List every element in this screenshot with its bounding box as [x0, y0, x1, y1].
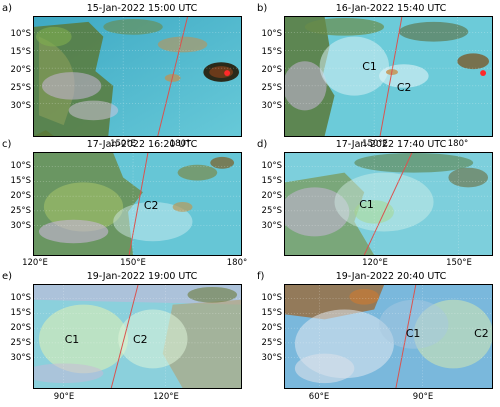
panel-title: 17-Jan-2022 16:20 UTC [86, 139, 198, 150]
lat-label: 20°S [10, 191, 31, 201]
lat-label: 10°S [261, 293, 282, 303]
cloud-annotation: C2 [133, 333, 148, 346]
lat-label: 20°S [10, 65, 31, 75]
lat-label: 30°S [10, 353, 31, 363]
lat-label: 10°S [10, 29, 31, 39]
lon-label: 90°E [412, 392, 434, 402]
lon-label: 180° [226, 258, 248, 268]
cloud-annotation: C2 [397, 81, 412, 94]
panel-label: b) [257, 3, 268, 14]
lon-label: 120°E [22, 258, 48, 268]
lat-label: 30°S [10, 221, 31, 231]
lat-label: 10°S [261, 161, 282, 171]
lat-label: 25°S [261, 206, 282, 216]
lat-label: 30°S [10, 101, 31, 111]
lat-label: 20°S [10, 323, 31, 333]
lat-label: 15°S [261, 47, 282, 57]
lat-label: 25°S [10, 83, 31, 93]
lat-label: 30°S [261, 101, 282, 111]
panel-title: 19-Jan-2022 19:00 UTC [86, 271, 198, 282]
cloud-annotation: C1 [359, 198, 374, 211]
panel-label: e) [2, 271, 13, 282]
cloud-annotation: C1 [406, 327, 421, 340]
lat-label: 15°S [261, 176, 282, 186]
lon-label: 60°E [308, 392, 330, 402]
lat-label: 25°S [10, 338, 31, 348]
lat-label: 20°S [261, 191, 282, 201]
satellite-image: C1 C2 [284, 16, 493, 137]
lon-label: 150°E [446, 258, 472, 268]
panel-label: f) [257, 271, 265, 282]
panel-title: 16-Jan-2022 15:40 UTC [335, 3, 447, 14]
lat-label: 10°S [10, 161, 31, 171]
cloud-annotation: C1 [65, 333, 80, 346]
panel-label: d) [257, 139, 268, 150]
lat-label: 25°S [261, 338, 282, 348]
lon-label: 150°E [120, 258, 146, 268]
panel-title: 19-Jan-2022 20:40 UTC [335, 271, 447, 282]
lon-label: 120°E [153, 392, 179, 402]
lat-label: 30°S [261, 353, 282, 363]
satellite-image: C1 C2 [284, 284, 493, 389]
lat-label: 20°S [261, 323, 282, 333]
lon-label: 150°E [362, 139, 388, 149]
lat-label: 20°S [261, 65, 282, 75]
lat-label: 15°S [10, 176, 31, 186]
lon-label: 150°E [110, 139, 136, 149]
lat-label: 15°S [10, 308, 31, 318]
lon-label: 180° [169, 139, 191, 149]
cloud-annotation: C2 [144, 199, 159, 212]
lat-label: 25°S [10, 206, 31, 216]
satellite-image: C2 [33, 152, 242, 256]
lon-label: 180° [447, 139, 469, 149]
panel-title: 17-Jan-2022 17:40 UTC [335, 139, 447, 150]
lon-label: 120°E [362, 258, 388, 268]
satellite-image [33, 16, 242, 137]
lat-label: 30°S [261, 221, 282, 231]
lat-label: 15°S [10, 47, 31, 57]
lon-label: 90°E [53, 392, 75, 402]
cloud-annotation: C2 [474, 327, 489, 340]
panel-title: 15-Jan-2022 15:00 UTC [86, 3, 198, 14]
lat-label: 10°S [261, 29, 282, 39]
lat-label: 15°S [261, 308, 282, 318]
satellite-image: C1 C2 [33, 284, 242, 389]
satellite-image: C1 [284, 152, 493, 256]
panel-label: a) [2, 3, 13, 14]
cloud-annotation: C1 [362, 60, 377, 73]
lat-label: 25°S [261, 83, 282, 93]
panel-label: c) [2, 139, 12, 150]
lat-label: 10°S [10, 293, 31, 303]
